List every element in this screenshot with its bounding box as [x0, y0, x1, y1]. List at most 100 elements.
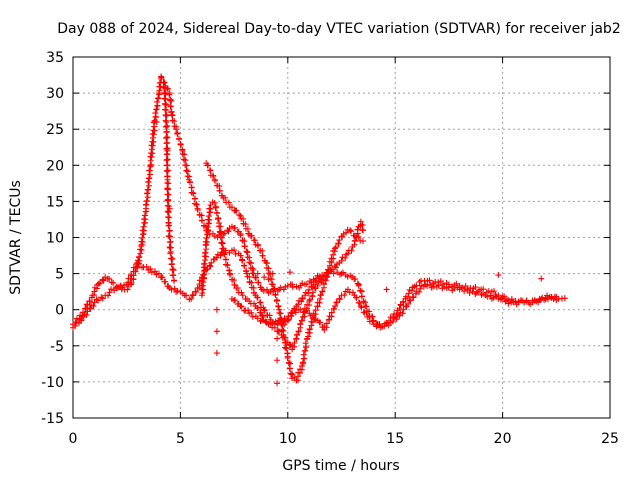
- data-point: [332, 244, 339, 251]
- data-point: [265, 321, 272, 328]
- data-point: [317, 319, 324, 326]
- data-point: [283, 345, 290, 352]
- y-tick-label: -15: [41, 411, 64, 427]
- data-point: [342, 255, 349, 262]
- data-point: [153, 98, 160, 105]
- data-point: [213, 254, 220, 261]
- data-point: [305, 290, 312, 297]
- data-point: [128, 272, 135, 279]
- data-point: [237, 232, 244, 239]
- data-point: [213, 210, 220, 217]
- data-point: [176, 136, 183, 143]
- data-point: [145, 179, 152, 186]
- data-point: [253, 274, 260, 281]
- data-point: [95, 280, 102, 287]
- data-point: [409, 293, 416, 300]
- data-point: [207, 263, 214, 270]
- data-point: [490, 294, 497, 301]
- data-point: [487, 292, 494, 299]
- data-point: [259, 312, 266, 319]
- data-point: [168, 97, 175, 104]
- data-point: [194, 206, 201, 213]
- series-track-f-lower: [228, 281, 560, 333]
- data-point: [163, 157, 170, 164]
- data-point: [90, 303, 97, 310]
- data-point: [310, 312, 317, 319]
- data-point: [251, 237, 258, 244]
- data-point: [381, 323, 388, 330]
- data-point: [286, 365, 293, 372]
- data-point: [248, 232, 255, 239]
- data-point: [106, 289, 113, 296]
- data-point: [319, 288, 326, 295]
- data-points: [70, 73, 568, 387]
- data-point: [297, 321, 304, 328]
- data-point: [147, 265, 154, 272]
- data-point: [466, 289, 473, 296]
- data-point: [332, 245, 339, 252]
- data-point: [154, 95, 161, 102]
- data-point: [462, 283, 469, 290]
- data-point: [393, 316, 400, 323]
- data-point: [405, 290, 412, 297]
- data-point: [221, 230, 228, 237]
- data-point: [269, 270, 276, 277]
- data-point: [515, 299, 522, 306]
- data-point: [201, 261, 208, 268]
- x-tick-label: 0: [69, 431, 78, 447]
- data-point: [294, 332, 301, 339]
- data-point: [234, 285, 241, 292]
- data-point: [188, 295, 195, 302]
- data-point: [146, 167, 153, 174]
- data-point: [328, 309, 335, 316]
- data-point: [260, 287, 267, 294]
- data-point: [544, 296, 551, 303]
- data-point: [297, 306, 304, 313]
- data-point: [475, 288, 482, 295]
- data-point: [293, 283, 300, 290]
- data-point: [363, 310, 370, 317]
- data-point: [254, 315, 261, 322]
- data-point: [289, 284, 296, 291]
- data-point: [356, 300, 363, 307]
- data-point: [317, 292, 324, 299]
- data-point: [289, 281, 296, 288]
- data-point: [453, 280, 460, 287]
- y-tick-label: 15: [46, 194, 64, 210]
- data-point: [165, 180, 172, 187]
- data-point: [301, 347, 308, 354]
- data-point: [284, 316, 291, 323]
- data-point: [303, 307, 310, 314]
- data-point: [389, 318, 396, 325]
- data-point: [303, 281, 310, 288]
- data-point: [318, 279, 325, 286]
- data-point: [299, 295, 306, 302]
- data-point: [400, 306, 407, 313]
- data-point: [212, 177, 219, 184]
- data-point: [183, 292, 190, 299]
- data-point: [208, 259, 215, 266]
- data-point: [317, 295, 324, 302]
- data-point: [298, 317, 305, 324]
- series-track-b-decay: [162, 82, 324, 296]
- data-point: [306, 298, 313, 305]
- data-point: [282, 334, 289, 341]
- data-point: [499, 295, 506, 302]
- data-point: [166, 214, 173, 221]
- data-point: [165, 209, 172, 216]
- x-axis-label: GPS time / hours: [282, 458, 399, 474]
- y-tick-label: 10: [46, 231, 64, 247]
- data-point: [201, 250, 208, 257]
- data-point: [344, 250, 351, 257]
- data-point: [166, 91, 173, 98]
- data-point: [417, 285, 424, 292]
- data-point: [538, 275, 545, 282]
- series-track-d-cross: [203, 160, 366, 384]
- data-point: [163, 135, 170, 142]
- data-point: [163, 151, 170, 158]
- data-point: [273, 298, 280, 305]
- data-point: [260, 316, 267, 323]
- data-point: [301, 292, 308, 299]
- data-point: [141, 212, 148, 219]
